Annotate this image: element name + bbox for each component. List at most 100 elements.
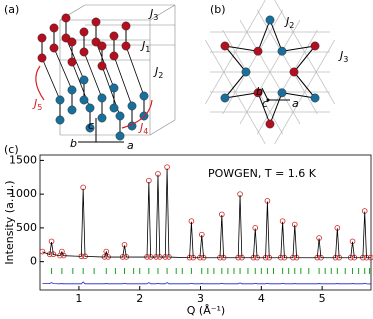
atom [85,103,95,113]
atom [67,85,77,95]
axis-label: b [70,137,77,150]
atom [85,123,95,133]
bond [41,57,61,101]
y-tick-label: 1500 [9,153,37,166]
coupling-label: J4 [138,121,148,136]
atom [67,105,77,115]
panel-label: (c) [4,143,19,156]
bond [113,55,133,107]
panel-c: (c) 0 500 1000 1500 1 2 3 4 5 Q (Å⁻¹) Intensity (a.… [3,143,373,317]
cell-edge [149,4,176,21]
atom [67,57,77,67]
atom [277,88,287,98]
atom [253,46,263,56]
lattice-line [205,39,266,145]
atom [241,67,251,77]
x-tick-label: 2 [136,292,143,305]
atom [55,115,65,125]
atom [109,83,119,93]
coupling-index: 4 [143,127,148,136]
bond [281,92,316,99]
axis-label: c [262,97,268,110]
atom [49,23,59,33]
lattice-line [205,0,266,105]
panel-label: (a) [4,3,19,16]
atom [310,41,320,51]
coupling-label: J3 [338,49,348,64]
coupling-arrow [121,99,153,129]
panel-label: (b) [210,3,226,16]
bond [269,19,283,52]
lattice-line [257,29,318,135]
bond [257,92,271,125]
coupling-symbol: J [140,39,145,52]
atom [253,88,263,98]
coupling-symbol: J [153,65,158,78]
atom [220,93,230,103]
annotation: POWGEN, T = 1.6 K [208,167,317,180]
y-tick-label: 500 [16,221,37,234]
bond [125,45,145,97]
cell-edge [149,119,176,136]
x-tick-label: 4 [258,292,265,305]
observed-point [39,248,46,255]
atom [97,41,107,51]
bond [224,71,247,99]
atom [139,91,149,101]
x-axis-label: Q (Å⁻¹) [187,304,225,317]
atom [37,53,47,63]
coupling-index: 5 [37,103,42,112]
axis-arrow [261,87,269,101]
axis-label: b [256,85,263,98]
bond [224,45,259,52]
observed-point [103,248,110,255]
atom [289,67,299,77]
coupling-symbol: J [284,15,289,28]
axis-label: a [127,139,134,152]
lattice-line [222,9,283,115]
lattice-line [239,19,301,125]
atom [91,17,101,27]
atom [37,33,47,43]
y-axis-label: Intensity (a. u.) [3,180,16,264]
x-tick-label: 1 [75,292,82,305]
coupling-symbol: J [338,49,343,62]
axis-dot [266,98,270,102]
atom [49,43,59,53]
axis-label: c [88,119,94,132]
atom [79,95,89,105]
x-tick-label: 3 [197,292,204,305]
coupling-label: J2 [284,15,294,30]
atom [79,75,89,85]
coupling-index: 2 [158,71,163,80]
y-tick-label: 1000 [9,187,37,200]
atom [265,15,275,25]
coupling-symbol: J [148,7,153,20]
lattice-line [222,29,283,135]
atom [79,47,89,57]
bond [83,51,103,99]
atom [79,27,89,37]
atom [121,21,131,31]
bond [224,92,259,99]
atom [61,13,71,23]
coupling-label: J1 [140,39,150,54]
coupling-index: 3 [343,55,348,64]
bond [53,47,73,91]
coupling-index: 2 [289,21,294,30]
difference-curve [42,281,371,285]
bond [224,45,247,73]
bond [257,19,271,52]
atom [115,111,125,121]
atom [121,41,131,51]
atom [115,131,125,141]
atom [67,37,77,47]
atom [97,113,107,123]
coupling-symbol: J [32,97,37,110]
atom [109,51,119,61]
plot-frame [39,154,372,291]
y-tick-label: 0 [30,255,37,268]
bond [281,45,316,52]
